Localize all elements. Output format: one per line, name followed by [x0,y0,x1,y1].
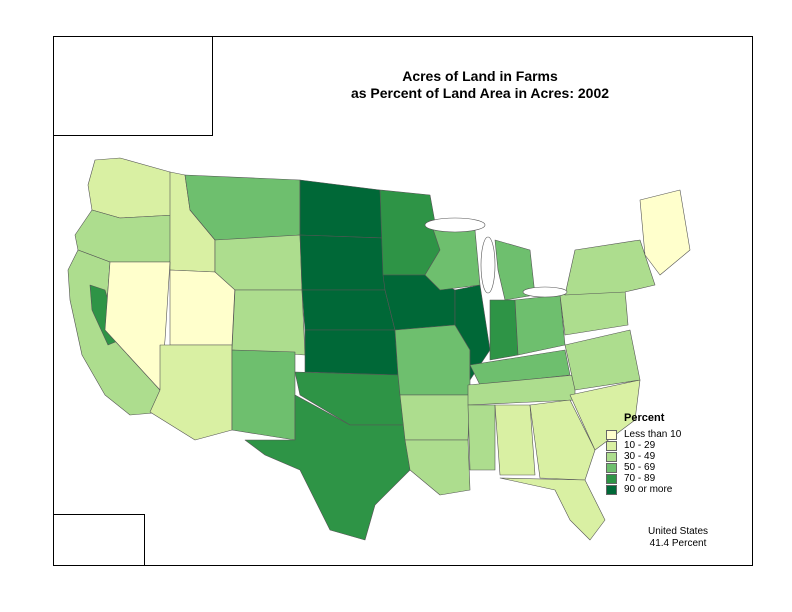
region-colorado [231,289,306,356]
region-ohio [514,294,566,356]
lake-erie [522,286,568,298]
legend: Percent Less than 10 10 - 29 30 - 49 50 … [606,412,716,495]
legend-title: Percent [624,412,665,424]
legend-item: 90 or more [606,484,716,495]
region-virginia [564,329,641,391]
region-new-mexico [231,349,296,441]
legend-item: 50 - 69 [606,462,716,473]
summary-value: 41.4 Percent [649,538,707,549]
legend-label: 70 - 89 [624,473,656,484]
us-summary: United States 41.4 Percent [628,526,728,550]
region-arizona [149,344,233,441]
legend-label: Less than 10 [624,429,682,440]
region-nebraska [301,289,396,331]
legend-label: 10 - 29 [624,440,656,451]
region-mississippi [467,404,496,471]
map-title: Acres of Land in Farms as Percent of Lan… [300,68,660,102]
region-illinois [454,284,491,381]
legend-item: 10 - 29 [606,440,716,451]
region-carolinas [569,379,641,451]
region-kansas [304,329,399,376]
alaska-inset-frame [53,36,213,136]
legend-swatch [606,429,617,440]
hawaii-inset-frame [53,514,145,566]
region-washington [87,157,176,219]
legend-label: 90 or more [624,484,673,495]
legend-swatch [606,440,617,451]
lake-superior [424,217,486,233]
region-arkansas [399,394,471,441]
region-louisiana [404,439,471,496]
legend-item: Less than 10 [606,429,716,440]
legend-swatch [606,484,617,495]
legend-swatch [606,473,617,484]
region-wyoming [214,234,303,291]
region-new-england [639,189,691,276]
region-indiana [489,299,519,361]
legend-item: 70 - 89 [606,473,716,484]
region-north-dakota [299,179,384,239]
region-texas [244,394,411,541]
region-new-york [564,239,656,296]
region-georgia [529,399,596,481]
title-line-1: Acres of Land in Farms [402,68,558,84]
region-florida [499,477,606,541]
region-alabama [494,404,536,476]
legend-label: 30 - 49 [624,451,656,462]
legend-label: 50 - 69 [624,462,656,473]
region-pennsylvania [559,289,629,336]
legend-swatch [606,462,617,473]
title-line-2: as Percent of Land Area in Acres: 2002 [350,85,610,101]
region-south-dakota [299,234,386,291]
legend-item: 30 - 49 [606,451,716,462]
region-kentucky [469,349,571,386]
region-michigan [494,239,536,301]
region-minnesota [379,189,441,276]
legend-swatch [606,451,617,462]
lake-michigan [480,236,496,294]
summary-label: United States [647,526,709,537]
region-missouri [394,324,471,396]
